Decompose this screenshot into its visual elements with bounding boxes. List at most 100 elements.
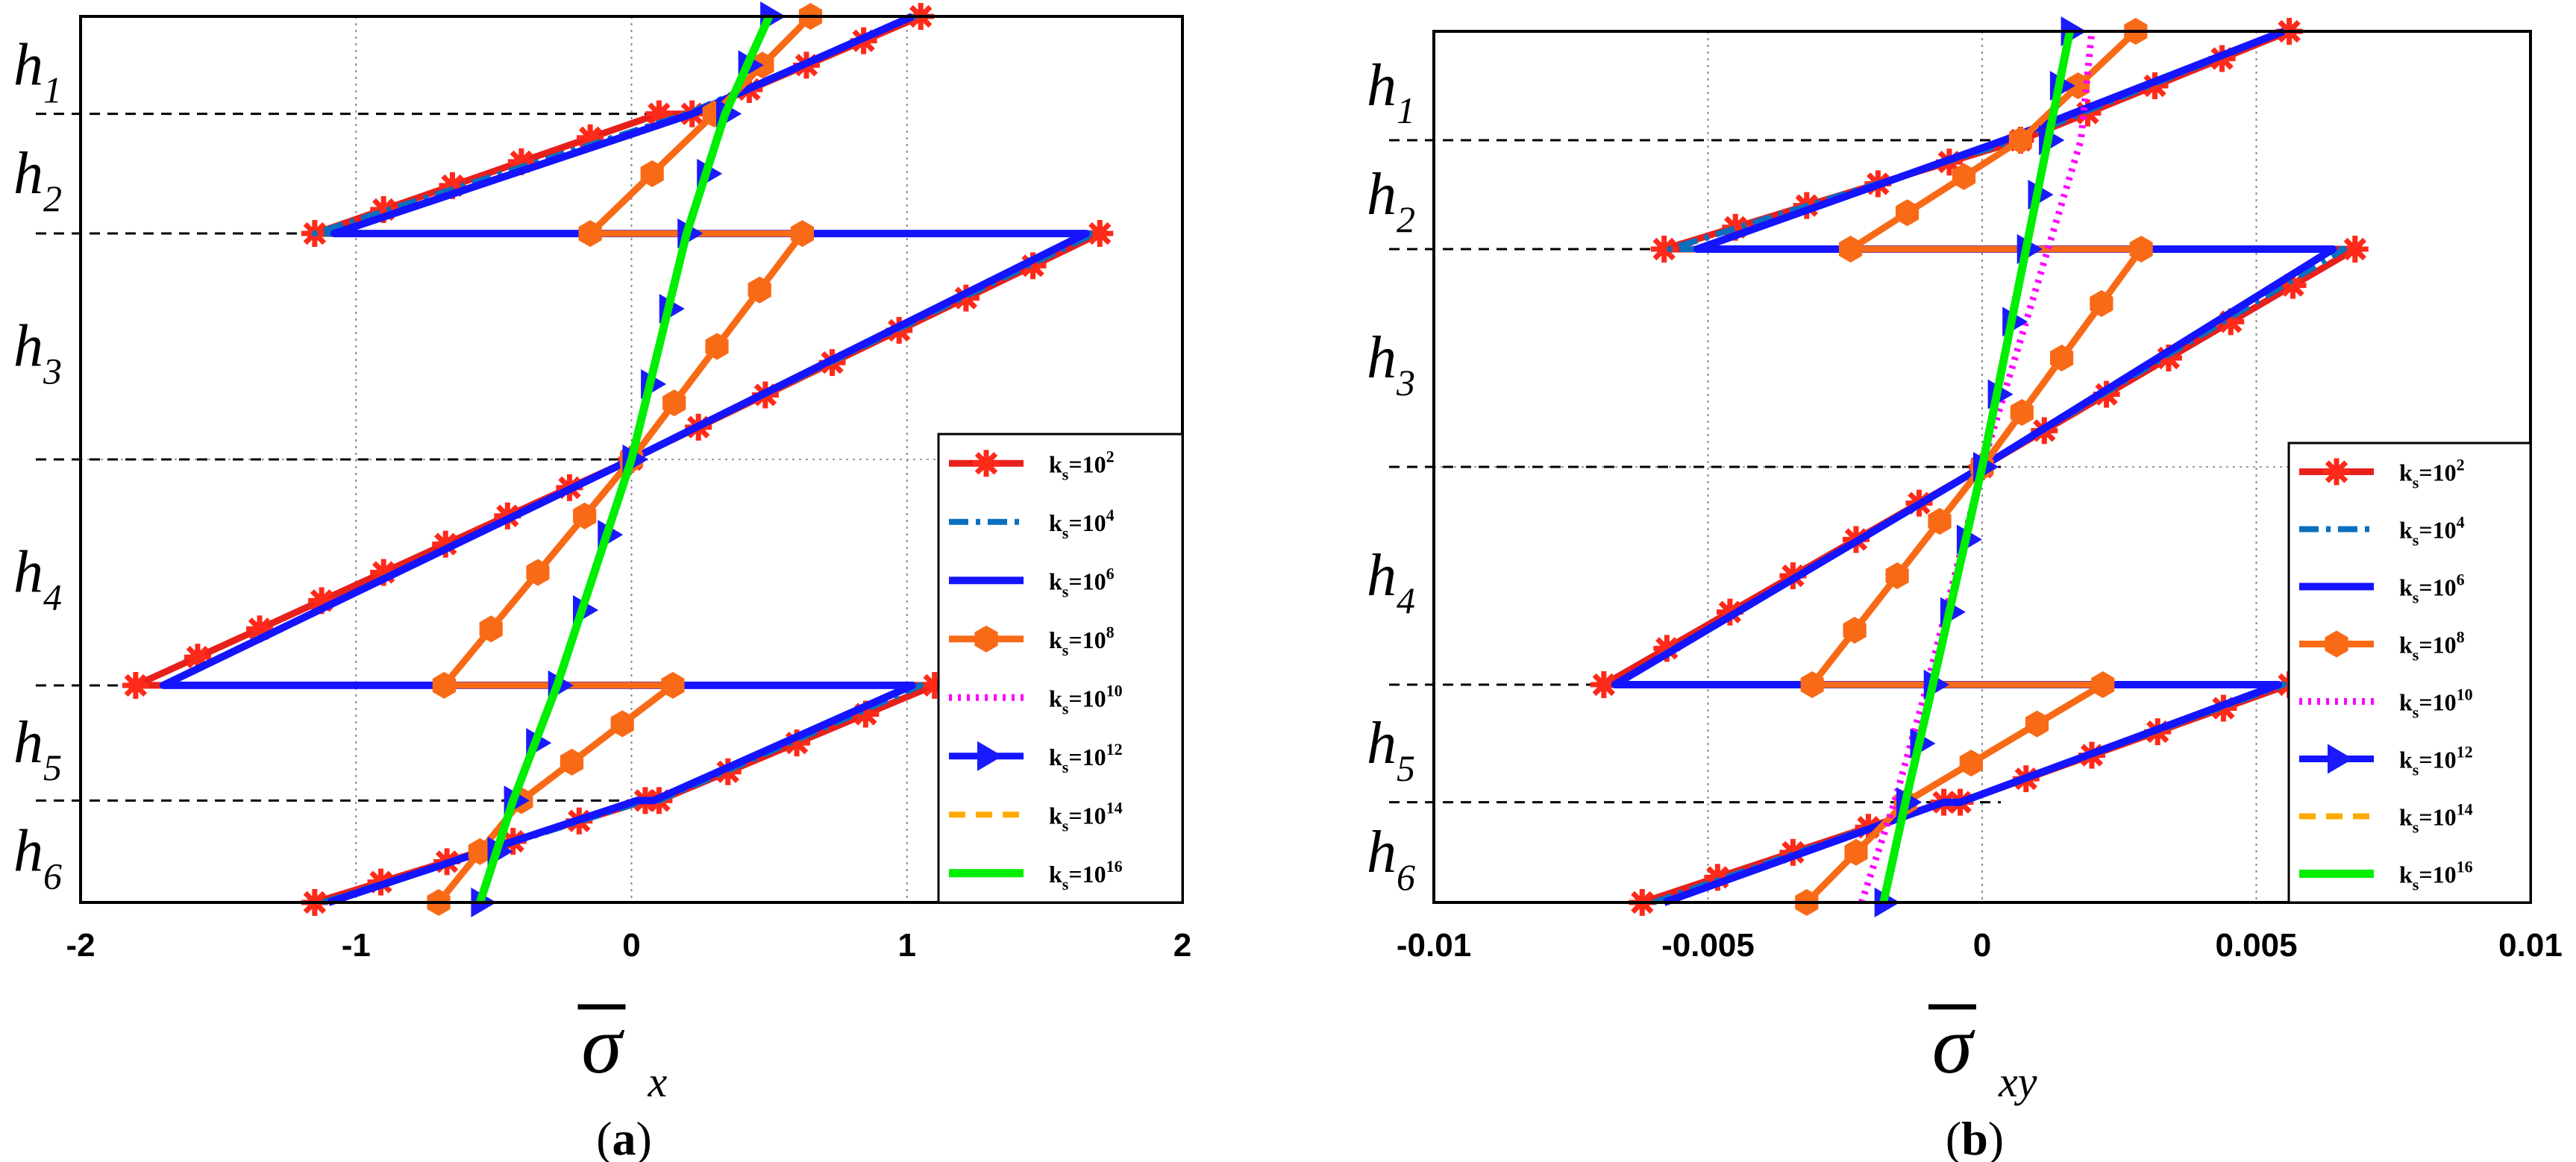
legend: ks=102ks=104ks=106ks=108ks=1010ks=1012ks… xyxy=(2287,442,2532,904)
data-point-marker-15 xyxy=(748,276,771,304)
x-tick-label: 1 xyxy=(898,927,916,964)
panel-caption-letter: b xyxy=(1961,1112,1988,1162)
legend-label-sub: s xyxy=(1062,524,1069,542)
layer-label: h2 xyxy=(13,141,62,219)
legend-label-base: k xyxy=(1049,509,1062,536)
data-point-marker-8 xyxy=(1843,617,1867,644)
data-point-marker-14 xyxy=(705,333,729,360)
legend-label-eq: =10 xyxy=(2419,747,2456,773)
legend-entry: ks=1014 xyxy=(2299,800,2473,837)
layer-label: h5 xyxy=(13,710,62,788)
legend-entry: ks=102 xyxy=(949,447,1115,483)
legend-label-sub: s xyxy=(1062,758,1069,776)
legend-label: ks=1012 xyxy=(1049,740,1123,776)
legend-entry: ks=104 xyxy=(2299,513,2465,550)
layer-label: h3 xyxy=(1367,325,1415,403)
data-point-marker-4 xyxy=(560,748,584,776)
panel-caption-close: ) xyxy=(1988,1112,2004,1162)
legend-label-eq: =10 xyxy=(1068,861,1106,888)
series-green-solid xyxy=(1879,30,2074,904)
data-point-marker-13 xyxy=(662,389,686,417)
panel-caption-open: ( xyxy=(1946,1112,1961,1162)
legend-entry: ks=1010 xyxy=(949,681,1123,717)
layer-label-subscript: 6 xyxy=(43,855,62,897)
x-axis-label-subscript: x xyxy=(648,1058,668,1106)
legend-label: ks=1010 xyxy=(2399,685,2473,722)
legend-label-base: k xyxy=(2399,632,2413,659)
legend-box xyxy=(937,433,1184,904)
x-axis-label: σ xyxy=(581,999,624,1090)
data-point-marker-7 xyxy=(432,671,456,699)
data-point-marker-18 xyxy=(1896,199,1920,227)
legend-label-sub: s xyxy=(2413,646,2419,665)
data-point-marker-0 xyxy=(979,456,994,471)
legend-label-eq: =10 xyxy=(1068,450,1106,477)
legend-label-base: k xyxy=(2399,517,2413,544)
legend-label-exp: 8 xyxy=(2457,628,2465,647)
panel-caption-close: ) xyxy=(636,1112,652,1162)
legend: ks=102ks=104ks=106ks=108ks=1010ks=1012ks… xyxy=(937,433,1184,904)
legend-label-base: k xyxy=(2399,747,2413,773)
panel-caption-letter: a xyxy=(612,1112,636,1162)
legend-label-sub: s xyxy=(2413,474,2419,492)
data-point-marker-19 xyxy=(1952,163,1976,190)
legend-label-sub: s xyxy=(2413,876,2419,894)
series-line xyxy=(159,13,1090,906)
legend-label-base: k xyxy=(2399,689,2413,716)
layer-label-subscript: 1 xyxy=(1397,89,1415,131)
legend-label-eq: =10 xyxy=(2419,632,2456,659)
layer-label-subscript: 4 xyxy=(1397,580,1415,621)
legend-label: ks=108 xyxy=(2399,628,2465,665)
legend-label-exp: 16 xyxy=(2457,858,2473,876)
legend-label-sub: s xyxy=(2413,703,2419,722)
data-point-marker-27 xyxy=(1092,226,1108,242)
legend-label-exp: 10 xyxy=(1106,681,1123,700)
data-point-marker-15 xyxy=(2090,290,2113,317)
data-point-marker-0 xyxy=(977,741,1003,771)
legend-label-sub: s xyxy=(2413,818,2419,837)
legend-label-eq: =10 xyxy=(1068,568,1106,594)
series-line xyxy=(476,14,774,904)
data-point-marker-6 xyxy=(661,671,685,699)
legend-label: ks=1016 xyxy=(1049,857,1123,894)
legend-entry: ks=1012 xyxy=(949,740,1123,776)
legend-entry: ks=1016 xyxy=(949,857,1123,894)
legend-entry: ks=106 xyxy=(2299,571,2465,607)
legend-label: ks=102 xyxy=(1049,447,1115,483)
layer-label: h1 xyxy=(1367,53,1415,131)
legend-label: ks=106 xyxy=(2399,571,2465,607)
legend-label-eq: =10 xyxy=(1068,626,1106,653)
legend-entry: ks=1012 xyxy=(2299,743,2473,779)
data-point-marker-10 xyxy=(1928,508,1952,535)
legend-label-base: k xyxy=(1049,802,1062,829)
legend-label-eq: =10 xyxy=(1068,744,1106,770)
data-point-marker-14 xyxy=(2050,345,2074,371)
layer-label: h4 xyxy=(1367,543,1415,621)
data-point-marker-11 xyxy=(1596,677,1611,692)
legend-label-sub: s xyxy=(1062,582,1069,600)
legend-label-base: k xyxy=(2399,804,2413,831)
x-tick-label: 0 xyxy=(622,927,640,964)
data-point-marker-11 xyxy=(128,677,143,693)
legend-label-eq: =10 xyxy=(1068,802,1106,829)
legend-label-eq: =10 xyxy=(1068,509,1106,536)
legend-label-base: k xyxy=(1049,685,1062,712)
layer-label-subscript: 3 xyxy=(1396,362,1415,403)
layer-label: h6 xyxy=(13,819,62,897)
layer-label-subscript: 4 xyxy=(43,576,62,618)
data-point-marker-4 xyxy=(1959,750,1983,777)
legend-label: ks=1010 xyxy=(1049,681,1123,717)
data-point-marker-0 xyxy=(2329,464,2344,480)
legend-label-eq: =10 xyxy=(2419,574,2456,601)
legend-label: ks=1014 xyxy=(1049,798,1123,835)
series-line xyxy=(160,13,1097,905)
x-tick-label: 2 xyxy=(1173,927,1191,964)
data-point-marker-0 xyxy=(2325,630,2348,658)
series-line xyxy=(1879,30,2074,904)
layer-label: h2 xyxy=(1367,162,1415,240)
series-dashdot xyxy=(160,13,1097,905)
legend-entry: ks=102 xyxy=(2299,456,2465,492)
legend-label-sub: s xyxy=(2413,588,2419,607)
layer-label-subscript: 6 xyxy=(1397,856,1415,898)
